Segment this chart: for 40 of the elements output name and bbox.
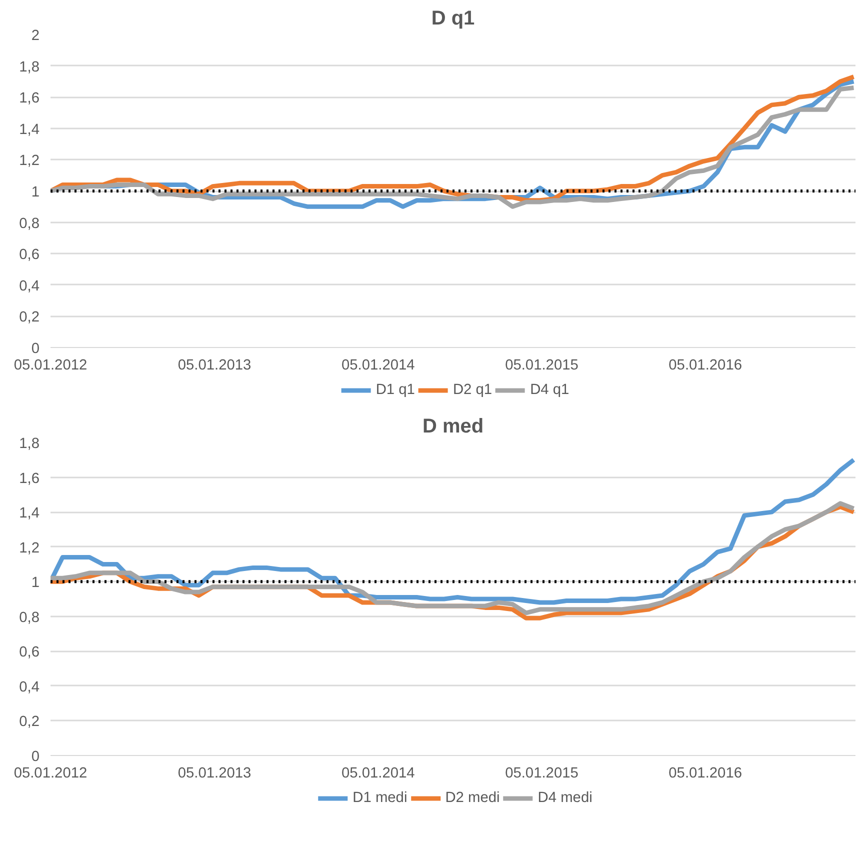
x-tick-label: 05.01.2013 bbox=[178, 358, 252, 374]
x-tick-label: 05.01.2013 bbox=[178, 766, 252, 782]
y-tick-label: 1 bbox=[31, 575, 40, 592]
x-tick-label: 05.01.2016 bbox=[668, 766, 742, 782]
legend-label: D1 q1 bbox=[376, 382, 415, 398]
line-series bbox=[50, 458, 856, 605]
x-tick-label: 05.01.2014 bbox=[341, 358, 415, 374]
x-tick-label: 05.01.2016 bbox=[668, 358, 742, 374]
legend-label: D2 q1 bbox=[452, 382, 492, 398]
y-tick-label: 1,4 bbox=[19, 506, 40, 522]
y-tick-label: 1,2 bbox=[19, 540, 40, 556]
x-tick-label: 05.01.2014 bbox=[341, 766, 415, 782]
y-tick-label: 0,6 bbox=[19, 644, 40, 661]
chart-title: D q1 bbox=[431, 8, 475, 30]
y-tick-label: 1,6 bbox=[19, 90, 40, 107]
y-tick-label: 0,4 bbox=[19, 278, 40, 294]
y-tick-label: 0 bbox=[31, 341, 40, 357]
y-tick-label: 1,2 bbox=[19, 153, 40, 170]
y-tick-label: 0,4 bbox=[19, 679, 40, 696]
y-tick-label: 1 bbox=[31, 184, 40, 200]
y-tick-label: 0 bbox=[31, 749, 40, 765]
y-tick-label: 1,8 bbox=[19, 436, 40, 452]
y-tick-label: 0,8 bbox=[19, 216, 40, 232]
y-tick-label: 1,4 bbox=[19, 122, 40, 138]
y-tick-label: 0,2 bbox=[19, 714, 40, 730]
legend-label: D1 medi bbox=[352, 790, 408, 806]
x-tick-label: 05.01.2015 bbox=[505, 766, 578, 782]
y-tick-label: 2 bbox=[31, 28, 40, 44]
y-tick-label: 0,2 bbox=[19, 310, 40, 326]
y-tick-label: 0,8 bbox=[19, 610, 40, 626]
x-tick-label: 05.01.2012 bbox=[14, 358, 88, 374]
x-tick-label: 05.01.2015 bbox=[505, 358, 578, 374]
legend-label: D4 medi bbox=[538, 790, 592, 806]
y-tick-label: 1,6 bbox=[19, 470, 40, 487]
legend-label: D4 q1 bbox=[530, 382, 570, 398]
legend-label: D2 medi bbox=[445, 790, 500, 806]
y-tick-label: 0,6 bbox=[19, 247, 40, 264]
x-tick-label: 05.01.2012 bbox=[14, 766, 88, 782]
chart-title: D med bbox=[422, 416, 484, 438]
y-tick-label: 1,8 bbox=[19, 59, 40, 76]
